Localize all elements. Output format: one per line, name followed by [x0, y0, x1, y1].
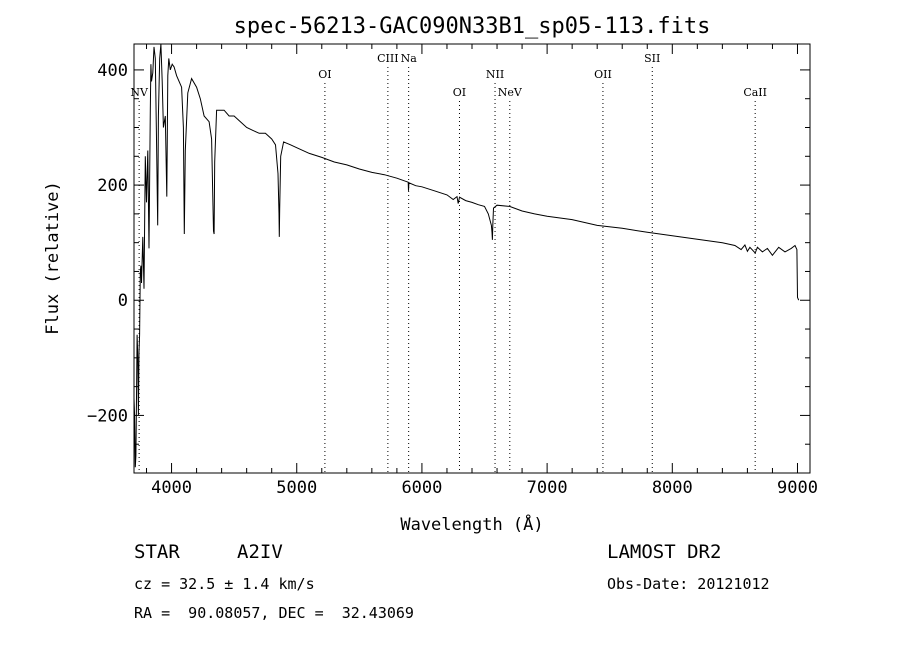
y-tick-label: 200 — [97, 176, 128, 196]
x-tick-label: 5000 — [276, 478, 317, 498]
x-tick-label: 6000 — [401, 478, 442, 498]
line-marker-label: NV — [130, 86, 149, 99]
axis-ticks: 4000 5000 6000 7000 8000 9000 −200 0 200 400 — [87, 44, 818, 498]
x-tick-label: 9000 — [777, 478, 818, 498]
x-tick-label: 8000 — [652, 478, 693, 498]
line-marker-label: NeV — [498, 86, 523, 99]
y-tick-label: 0 — [118, 291, 128, 311]
chart-title: spec-56213-GAC090N33B1_sp05-113.fits — [234, 14, 711, 39]
y-tick-label: 400 — [97, 61, 128, 81]
line-marker-label: Na — [401, 52, 418, 65]
x-tick-label: 7000 — [527, 478, 568, 498]
plot-frame — [133, 43, 811, 474]
object-type: STAR — [134, 541, 180, 563]
x-axis-label: Wavelength (Å) — [400, 513, 543, 535]
line-marker-label: NII — [486, 68, 504, 81]
redshift-velocity: cz = 32.5 ± 1.4 km/s — [134, 575, 315, 593]
observation-date: Obs-Date: 20121012 — [607, 575, 770, 593]
line-marker-label: OI — [318, 68, 331, 81]
spectrum-series — [133, 43, 800, 468]
line-marker-label: OI — [453, 86, 466, 99]
y-axis-label: Flux (relative) — [43, 181, 63, 335]
y-tick-label: −200 — [87, 406, 128, 426]
line-marker-label: CaII — [743, 86, 767, 99]
line-markers: NV OI CIII Na OI NII NeV OII SII CaII — [130, 52, 767, 473]
x-tick-label: 4000 — [151, 478, 192, 498]
spectral-subclass: A2IV — [237, 541, 283, 563]
line-marker-label: OII — [594, 68, 612, 81]
coordinates: RA = 90.08057, DEC = 32.43069 — [134, 604, 414, 622]
line-marker-label: SII — [644, 52, 660, 65]
line-marker-label: CIII — [377, 52, 398, 65]
spectrum-line — [133, 43, 800, 468]
survey-name: LAMOST DR2 — [607, 541, 722, 563]
